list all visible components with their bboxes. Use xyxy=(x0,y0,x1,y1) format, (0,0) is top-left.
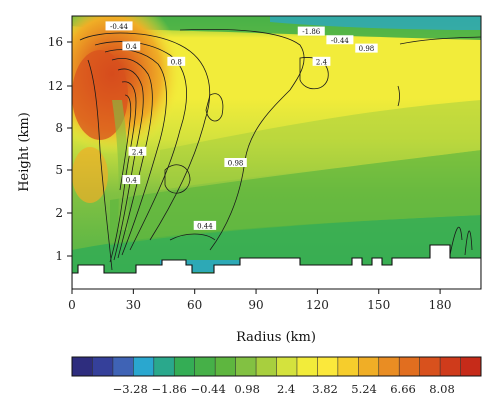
colorbar-swatch xyxy=(72,357,93,376)
contour-line xyxy=(87,59,113,271)
y-tick-label: 5 xyxy=(55,163,63,177)
colorbar-swatch xyxy=(153,357,175,376)
x-tick-label: 180 xyxy=(429,298,452,312)
contour-label: 0.98 xyxy=(359,45,375,53)
colorbar-tick-label: 3.82 xyxy=(312,382,338,396)
x-tick-label: 90 xyxy=(248,298,263,312)
contour-label-box xyxy=(224,158,247,167)
contour-label: 0.8 xyxy=(171,58,182,66)
colorbar-swatch xyxy=(133,357,155,376)
contour-label-box xyxy=(122,41,141,51)
colorbar-swatch xyxy=(174,357,195,376)
contour-lines xyxy=(79,28,481,271)
field-low-orange xyxy=(72,147,108,203)
contour-line xyxy=(179,28,305,251)
x-tick-label: 60 xyxy=(187,298,202,312)
colorbar-frame xyxy=(71,356,482,377)
y-tick-label: 1 xyxy=(55,249,63,263)
contour-line xyxy=(164,164,191,194)
colorbar-tick-label: −3.28 xyxy=(113,382,148,396)
plot-area: -0.44 -1.86 -0.44 0.98 0.4 0.8 2.4 2.4 0.98 0.4 0.… xyxy=(72,16,481,289)
colorbar-tick-label: 6.66 xyxy=(390,382,416,396)
contour-line xyxy=(111,57,153,259)
x-axis: 0 30 60 90 120 150 180 xyxy=(68,289,452,312)
y-tick-label: 12 xyxy=(48,79,63,93)
colorbar: −3.28 −1.86 −0.44 0.98 2.4 3.82 5.24 6.66 8.08 xyxy=(71,356,482,396)
contour-label: -0.44 xyxy=(331,37,349,45)
colorbar-swatch xyxy=(215,357,236,376)
contour-line xyxy=(397,85,400,107)
colorbar-swatch xyxy=(112,357,134,376)
contour-label-box xyxy=(122,175,141,185)
colorbar-swatch xyxy=(276,357,298,376)
x-tick-label: 120 xyxy=(306,298,329,312)
y-tick-label: 2 xyxy=(55,206,63,220)
contour-label-box xyxy=(167,56,186,66)
contour-label-box xyxy=(312,56,331,66)
y-tick-label: 8 xyxy=(55,121,63,135)
colorbar-tick-label: 0.98 xyxy=(234,382,260,396)
contour-label: -0.44 xyxy=(110,23,128,31)
colorbar-swatch xyxy=(256,357,277,376)
colorbar-swatch xyxy=(337,357,359,376)
colorbar-swatch xyxy=(194,357,216,376)
contour-label: 0.4 xyxy=(126,43,138,51)
contour-line xyxy=(104,49,167,256)
y-axis-title: Height (km) xyxy=(17,112,32,192)
colorbar-tick-label: −1.86 xyxy=(152,382,187,396)
contour-line xyxy=(109,81,137,263)
colorbar-swatch xyxy=(440,357,461,376)
plot-frame xyxy=(71,15,482,290)
colorbar-swatch xyxy=(92,357,114,376)
contour-label: -1.86 xyxy=(302,28,320,36)
colorbar-swatch xyxy=(419,357,441,376)
colorbar-tick-label: 2.4 xyxy=(277,382,295,396)
contour-line xyxy=(464,230,473,256)
contour-label-box xyxy=(297,26,325,36)
field-upper-cyan xyxy=(270,16,481,30)
contour-label-box xyxy=(105,21,133,31)
x-tick-label: 0 xyxy=(68,298,76,312)
contour-line xyxy=(449,226,463,256)
x-tick-label: 30 xyxy=(126,298,141,312)
contour-line xyxy=(169,233,216,241)
contour-label-box xyxy=(326,35,354,45)
colorbar-swatch xyxy=(460,357,482,376)
colorbar-swatch xyxy=(399,357,420,376)
y-tick-label: 16 xyxy=(48,35,63,49)
contour-label: 0.44 xyxy=(197,222,213,230)
colorbar-swatch xyxy=(317,357,339,376)
colorbar-swatch xyxy=(235,357,257,376)
contour-labels: -0.44 -1.86 -0.44 0.98 0.4 0.8 2.4 2.4 0.98 0.4 0.… xyxy=(105,21,378,230)
field-eyewall xyxy=(112,100,129,230)
contour-label: 0.4 xyxy=(126,177,138,185)
contour-line xyxy=(205,93,224,122)
colorbar-tick-label: 5.24 xyxy=(351,382,377,396)
x-tick-label: 150 xyxy=(367,298,390,312)
contour-line xyxy=(119,94,132,191)
contour-line xyxy=(399,36,481,45)
contour-label: 2.4 xyxy=(132,148,144,156)
contour-label-box xyxy=(128,146,147,156)
x-axis-title: Radius (km) xyxy=(236,330,316,345)
colorbar-swatch xyxy=(358,357,380,376)
colorbar-swatch xyxy=(296,357,318,376)
field-red-core xyxy=(72,50,128,140)
contour-label: 0.98 xyxy=(228,160,244,168)
contour-line xyxy=(79,32,211,241)
contour-label: 2.4 xyxy=(316,58,328,66)
contour-label-box xyxy=(355,43,378,53)
colorbar-tick-label: −0.44 xyxy=(191,382,226,396)
contour-label-box xyxy=(193,220,217,230)
contour-line xyxy=(113,68,144,261)
terrain-mask xyxy=(72,244,481,289)
colorbar-tick-label: 8.08 xyxy=(429,382,455,396)
colorbar-swatch xyxy=(378,357,400,376)
